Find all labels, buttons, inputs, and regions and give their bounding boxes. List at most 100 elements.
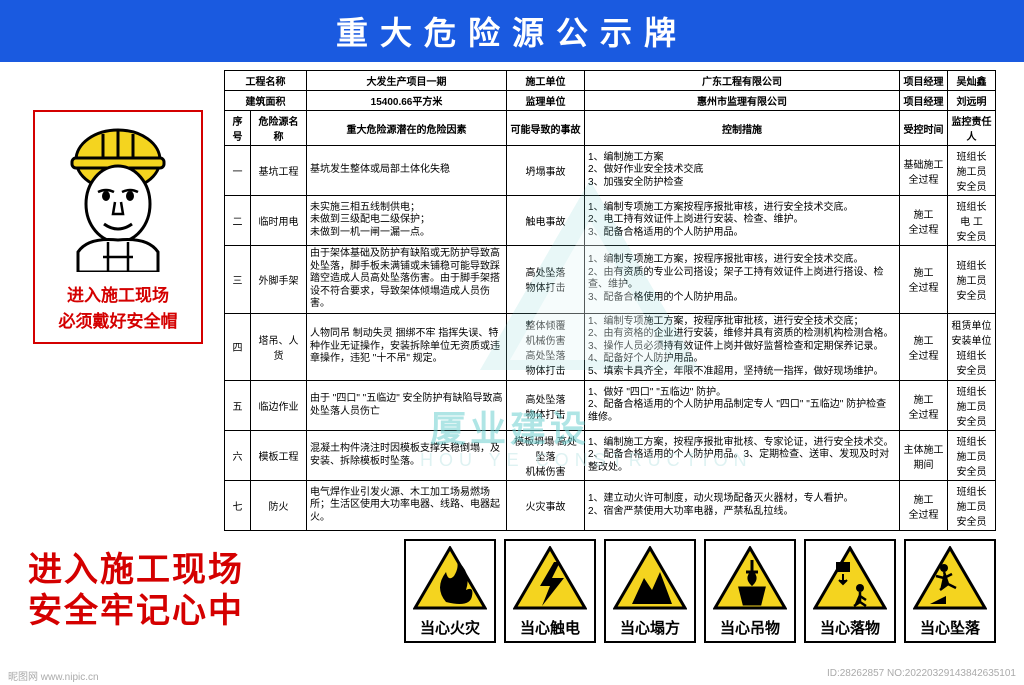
hoist-icon	[713, 546, 787, 612]
cell-accident: 高处坠落物体打击	[507, 381, 585, 431]
cell-measure: 1、编制专项施工方案，按程序报批审核，进行安全技术交底。2、由有资质的专业公司搭…	[585, 246, 900, 314]
left-column: 进入施工现场 必须戴好安全帽	[28, 70, 208, 531]
cell-time: 施工全过程	[900, 196, 948, 246]
cell-person: 班组长施工员安全员	[948, 481, 996, 531]
cell-accident: 整体倾覆机械伤害高处坠落物体打击	[507, 313, 585, 381]
cell-measure: 1、编制专项施工方案，按程序批审批核，进行安全技术交底；2、由有资格的企业进行安…	[585, 313, 900, 381]
cell-accident: 触电事故	[507, 196, 585, 246]
cell-seq: 四	[225, 313, 251, 381]
main-area: 进入施工现场 必须戴好安全帽 工程名称 大发生产项目一期 施工单位 广东工程有限…	[0, 62, 1024, 535]
cell-seq: 七	[225, 481, 251, 531]
hdr-label: 项目经理	[900, 71, 948, 91]
hdr-val: 15400.66平方米	[307, 91, 507, 111]
slogan: 进入施工现场 安全牢记心中	[28, 550, 328, 632]
cell-measure: 1、编制施工方案2、做好作业安全技术交底3、加强安全防护检查	[585, 146, 900, 196]
cell-factor: 由于架体基础及防护有缺陷或无防护导致高处坠落，脚手板未满铺或未铺稳可能导致踩踏空…	[307, 246, 507, 314]
cell-person: 班组长施工员安全员	[948, 246, 996, 314]
bottom-area: 进入施工现场 安全牢记心中 当心火灾 当心触电 当心塌方 当心吊物 当心落物 当…	[0, 535, 1024, 643]
cell-factor: 人物同吊 制动失灵 捆绑不牢 指挥失误、特种作业无证操作，安装拆除单位无资质或违…	[307, 313, 507, 381]
cell-name: 基坑工程	[251, 146, 307, 196]
cell-accident: 火灾事故	[507, 481, 585, 531]
fire-icon	[413, 546, 487, 612]
col-person: 监控责任人	[948, 111, 996, 146]
cell-measure: 1、做好 "四口" "五临边" 防护。2、配备合格适用的个人防护用品制定专人 "…	[585, 381, 900, 431]
footer-right: ID:28262857 NO:20220329143842635101	[827, 668, 1016, 683]
falling-obj-icon	[813, 546, 887, 612]
hdr-label: 监理单位	[507, 91, 585, 111]
hdr-label: 施工单位	[507, 71, 585, 91]
cell-time: 施工全过程	[900, 381, 948, 431]
cell-accident: 坍塌事故	[507, 146, 585, 196]
cell-accident: 模板坍塌 高处坠落机械伤害	[507, 431, 585, 481]
hdr-label: 工程名称	[225, 71, 307, 91]
cell-seq: 五	[225, 381, 251, 431]
warning-sign-fall: 当心坠落	[904, 539, 996, 643]
cell-factor: 由于 "四口" "五临边" 安全防护有缺陷导致高处坠落人员伤亡	[307, 381, 507, 431]
cell-name: 外脚手架	[251, 246, 307, 314]
cell-measure: 1、编制施工方案，按程序报批审批核、专家论证，进行安全技术交。2、配备合格适用的…	[585, 431, 900, 481]
cell-factor: 混凝土构件浇注时因模板支撑失稳倒塌，及安装、拆除模板时坠落。	[307, 431, 507, 481]
table-row: 六 模板工程 混凝土构件浇注时因模板支撑失稳倒塌，及安装、拆除模板时坠落。 模板…	[225, 431, 996, 481]
header-row: 建筑面积 15400.66平方米 监理单位 惠州市监理有限公司 项目经理 刘远明	[225, 91, 996, 111]
col-measure: 控制措施	[585, 111, 900, 146]
cell-name: 临边作业	[251, 381, 307, 431]
warning-sign-fire: 当心火灾	[404, 539, 496, 643]
cell-name: 模板工程	[251, 431, 307, 481]
worker-caption: 进入施工现场 必须戴好安全帽	[41, 283, 195, 334]
col-time: 受控时间	[900, 111, 948, 146]
table-row: 七 防火 电气焊作业引发火源、木工加工场易燃场所；生活区使用大功率电器、线路、电…	[225, 481, 996, 531]
hdr-val: 刘远明	[948, 91, 996, 111]
worker-box: 进入施工现场 必须戴好安全帽	[33, 110, 203, 344]
warning-sign-shock: 当心触电	[504, 539, 596, 643]
cell-name: 塔吊、人货	[251, 313, 307, 381]
cell-factor: 电气焊作业引发火源、木工加工场易燃场所；生活区使用大功率电器、线路、电器起火。	[307, 481, 507, 531]
header-row: 工程名称 大发生产项目一期 施工单位 广东工程有限公司 项目经理 吴灿鑫	[225, 71, 996, 91]
hdr-label: 建筑面积	[225, 91, 307, 111]
right-column: 工程名称 大发生产项目一期 施工单位 广东工程有限公司 项目经理 吴灿鑫建筑面积…	[224, 70, 996, 531]
table-row: 二 临时用电 未实施三相五线制供电；未做到三级配电二级保护；未做到一机一闸一漏一…	[225, 196, 996, 246]
sign-label: 当心落物	[820, 617, 880, 638]
cell-name: 防火	[251, 481, 307, 531]
cell-seq: 二	[225, 196, 251, 246]
col-factor: 重大危险源潜在的危险因素	[307, 111, 507, 146]
cell-time: 基础施工全过程	[900, 146, 948, 196]
footer-left: 昵图网 www.nipic.cn	[8, 668, 99, 683]
worker-line1: 进入施工现场	[41, 283, 195, 309]
cell-person: 班组长施工员安全员	[948, 381, 996, 431]
table-row: 一 基坑工程 基坑发生整体或局部土体化失稳 坍塌事故 1、编制施工方案2、做好作…	[225, 146, 996, 196]
cell-time: 施工全过程	[900, 481, 948, 531]
cell-person: 班组长施工员安全员	[948, 431, 996, 481]
worker-icon	[48, 122, 188, 272]
cell-person: 租赁单位安装单位班组长安全员	[948, 313, 996, 381]
title-text: 重大危险源公示牌	[336, 15, 688, 51]
cell-accident: 高处坠落物体打击	[507, 246, 585, 314]
cell-time: 施工全过程	[900, 313, 948, 381]
table-row: 三 外脚手架 由于架体基础及防护有缺陷或无防护导致高处坠落，脚手板未满铺或未铺稳…	[225, 246, 996, 314]
sign-label: 当心吊物	[720, 617, 780, 638]
cell-person: 班组长施工员安全员	[948, 146, 996, 196]
sign-label: 当心坠落	[920, 617, 980, 638]
cell-seq: 一	[225, 146, 251, 196]
hdr-val: 惠州市监理有限公司	[585, 91, 900, 111]
worker-line2: 必须戴好安全帽	[41, 309, 195, 335]
col-seq: 序号	[225, 111, 251, 146]
cell-seq: 六	[225, 431, 251, 481]
slogan-line2: 安全牢记心中	[28, 591, 328, 632]
warning-signs: 当心火灾 当心触电 当心塌方 当心吊物 当心落物 当心坠落	[404, 539, 996, 643]
cell-seq: 三	[225, 246, 251, 314]
table-row: 四 塔吊、人货 人物同吊 制动失灵 捆绑不牢 指挥失误、特种作业无证操作，安装拆…	[225, 313, 996, 381]
hdr-val: 广东工程有限公司	[585, 71, 900, 91]
shock-icon	[513, 546, 587, 612]
table-row: 五 临边作业 由于 "四口" "五临边" 安全防护有缺陷导致高处坠落人员伤亡 高…	[225, 381, 996, 431]
hdr-label: 项目经理	[900, 91, 948, 111]
title-banner: 重大危险源公示牌	[0, 0, 1024, 62]
sign-label: 当心塌方	[620, 617, 680, 638]
hdr-val: 吴灿鑫	[948, 71, 996, 91]
cell-factor: 未实施三相五线制供电；未做到三级配电二级保护；未做到一机一闸一漏一点。	[307, 196, 507, 246]
footer: 昵图网 www.nipic.cn ID:28262857 NO:20220329…	[8, 668, 1016, 683]
fall-icon	[913, 546, 987, 612]
col-accident: 可能导致的事故	[507, 111, 585, 146]
cell-measure: 1、建立动火许可制度，动火现场配备灭火器材，专人看护。2、宿舍严禁使用大功率电器…	[585, 481, 900, 531]
warning-sign-falling-obj: 当心落物	[804, 539, 896, 643]
cell-name: 临时用电	[251, 196, 307, 246]
